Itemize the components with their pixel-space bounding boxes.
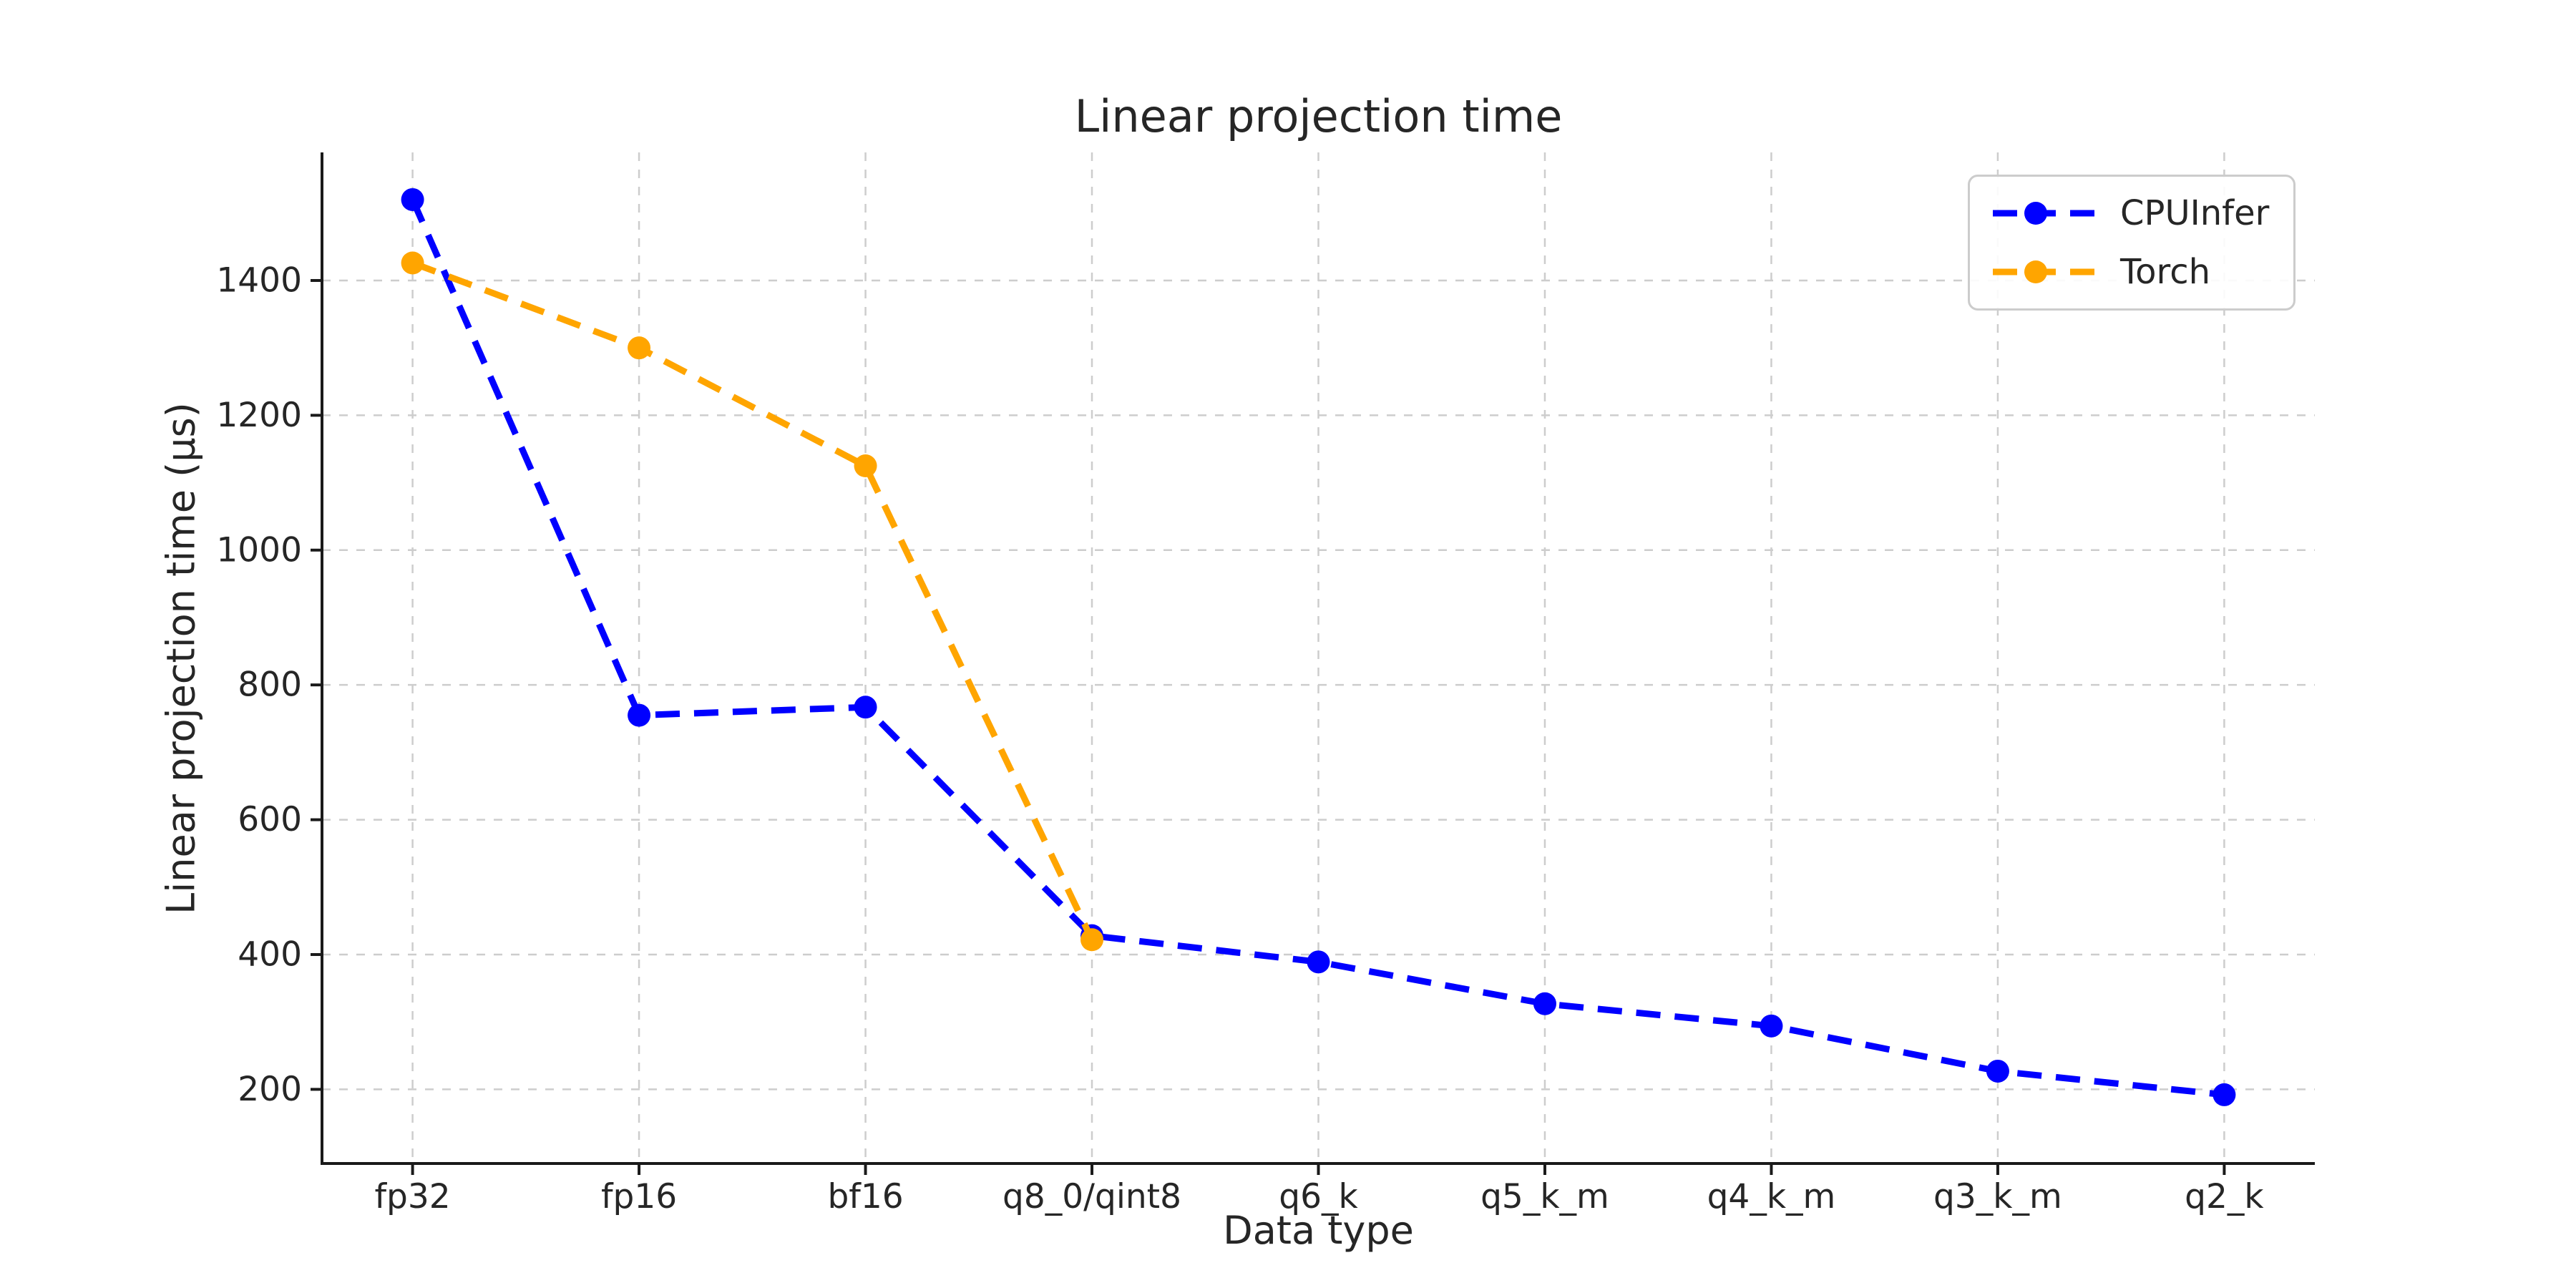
legend-item-cpuinfer: CPUInfer <box>1991 193 2293 233</box>
data-point-torch <box>401 251 424 275</box>
data-point-cpuinfer <box>1307 950 1330 974</box>
torch-line-sample-icon <box>1993 260 2097 283</box>
x-tick-label: bf16 <box>827 1177 903 1216</box>
x-tick-label: q3_k_m <box>1933 1177 2062 1216</box>
data-point-torch <box>854 454 877 478</box>
y-tick-label: 1000 <box>216 530 302 570</box>
legend-label-torch: Torch <box>2120 252 2211 292</box>
x-tick-label: q6_k <box>1279 1177 1358 1216</box>
x-tick-label: fp16 <box>601 1177 677 1216</box>
data-point-cpuinfer <box>401 187 424 211</box>
legend-item-torch: Torch <box>1991 252 2293 292</box>
chart-title: Linear projection time <box>1074 90 1563 142</box>
legend-label-cpuinfer: CPUInfer <box>2120 193 2270 233</box>
data-point-cpuinfer <box>1760 1014 1783 1038</box>
cpuinfer-line-sample-icon <box>1993 202 2097 225</box>
x-tick-label: q8_0/qint8 <box>1002 1177 1181 1216</box>
x-tick-label: fp32 <box>374 1177 450 1216</box>
y-tick-label: 400 <box>238 935 302 974</box>
data-point-cpuinfer <box>2212 1083 2236 1106</box>
data-point-cpuinfer <box>854 696 877 719</box>
y-axis-label: Linear projection time (μs) <box>158 402 204 914</box>
x-tick-label: q2_k <box>2185 1177 2264 1216</box>
y-tick-label: 800 <box>238 665 302 705</box>
data-point-torch <box>1080 928 1104 952</box>
series-line-cpuinfer <box>409 198 2225 1098</box>
y-tick-label: 1200 <box>216 396 302 435</box>
data-point-cpuinfer <box>628 703 651 727</box>
y-tick-label: 1400 <box>216 260 302 300</box>
y-tick-label: 200 <box>238 1070 302 1109</box>
series-line-torch <box>411 260 1096 942</box>
x-tick-label: q5_k_m <box>1480 1177 1609 1216</box>
legend: CPUInfer Torch <box>1968 175 2296 311</box>
data-point-cpuinfer <box>1986 1059 2009 1083</box>
x-tick-label: q4_k_m <box>1707 1177 1836 1216</box>
y-tick-label: 600 <box>238 800 302 839</box>
data-point-cpuinfer <box>1533 992 1556 1015</box>
x-axis-label: Data type <box>1223 1208 1414 1253</box>
data-point-torch <box>628 336 651 360</box>
